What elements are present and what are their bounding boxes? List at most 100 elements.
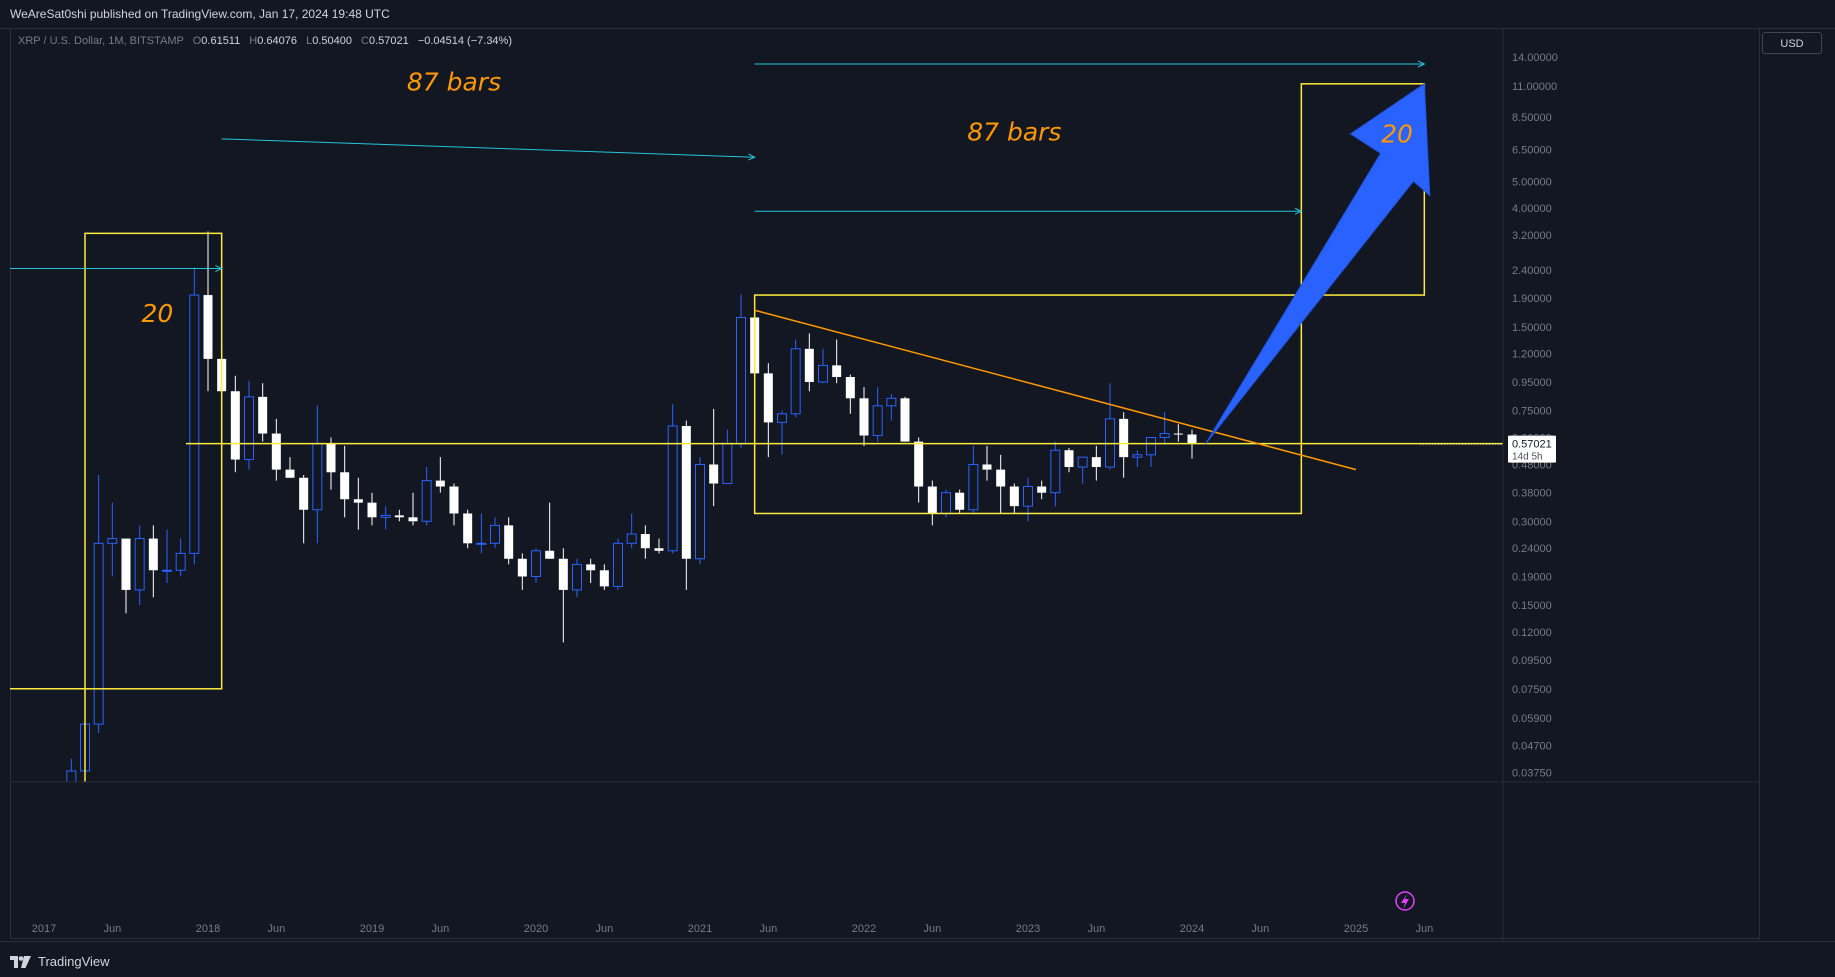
candle-body-up bbox=[872, 405, 883, 437]
candle-body-up bbox=[777, 413, 787, 423]
current-price-label-box bbox=[1508, 435, 1556, 463]
candle-body-down bbox=[640, 534, 650, 549]
price-tick-label: 4.00000 bbox=[1512, 203, 1552, 215]
time-tick-label: Jun bbox=[923, 923, 941, 935]
candle-body-down bbox=[545, 550, 555, 559]
price-tick-label: 0.38000 bbox=[1512, 488, 1552, 500]
price-tick-label: 14.00000 bbox=[1512, 52, 1558, 64]
change-value: −0.04514 (−7.34%) bbox=[417, 35, 512, 47]
candle-body-up bbox=[626, 533, 637, 544]
candle-body-up bbox=[421, 480, 432, 522]
price-tick-label: 6.50000 bbox=[1512, 145, 1552, 157]
currency-selector[interactable]: USD bbox=[1762, 32, 1822, 54]
time-tick-label: 2019 bbox=[360, 923, 384, 935]
close-value: 0.57021 bbox=[368, 35, 409, 47]
symbol-label[interactable]: XRP / U.S. Dollar, 1M, BITSTAMP bbox=[18, 35, 184, 47]
bar-count-arrow-upper-head bbox=[748, 153, 756, 161]
annotation-label: 20 bbox=[142, 299, 174, 328]
tradingview-brand[interactable]: TradingView bbox=[10, 954, 110, 969]
candle-body-up bbox=[886, 397, 897, 407]
time-tick-label: Jun bbox=[103, 923, 121, 935]
candle-body-down bbox=[504, 525, 514, 559]
projection-arrow bbox=[1205, 82, 1431, 444]
rectangle-2017-range bbox=[84, 232, 223, 690]
time-tick-label: 2025 bbox=[1344, 923, 1368, 935]
candle-body-up bbox=[1146, 437, 1156, 456]
time-tick-label: Jun bbox=[1087, 923, 1105, 935]
price-tick-label: 1.20000 bbox=[1512, 349, 1552, 361]
candle-body-up bbox=[572, 563, 582, 591]
price-tick-label: 8.50000 bbox=[1512, 112, 1552, 124]
time-tick-label: Jun bbox=[595, 923, 613, 935]
lightning-icon[interactable] bbox=[1395, 891, 1415, 911]
candle-body-down bbox=[148, 538, 158, 571]
candle-body-down bbox=[435, 480, 445, 487]
time-tick-label: Jun bbox=[267, 923, 285, 935]
candle-body-down bbox=[1187, 434, 1197, 444]
candle-body-up bbox=[722, 443, 733, 485]
price-tick-label: 0.05900 bbox=[1512, 713, 1552, 725]
time-tick-label: Jun bbox=[759, 923, 777, 935]
price-tick-label: 0.09500 bbox=[1512, 655, 1552, 667]
time-tick-label: 2024 bbox=[1180, 923, 1204, 935]
candle-body-up bbox=[1023, 486, 1033, 507]
annotation-label: 87 bars bbox=[967, 118, 1061, 147]
bar-countdown-label: 14d 5h bbox=[1512, 452, 1543, 463]
candle-body-up bbox=[667, 425, 678, 552]
price-tick-label: 1.50000 bbox=[1512, 322, 1552, 334]
bar-count-arrow-left-head bbox=[215, 264, 223, 272]
candle-body-up bbox=[1077, 456, 1088, 468]
candle-body-down bbox=[832, 365, 842, 377]
candle-body-down bbox=[955, 492, 965, 510]
candle-body-down bbox=[804, 348, 814, 382]
candle-body-down bbox=[1009, 486, 1019, 507]
candle-body-down bbox=[996, 469, 1006, 487]
candle-body-up bbox=[244, 396, 254, 461]
candle-body-down bbox=[353, 499, 363, 503]
candle-body-down bbox=[558, 558, 568, 590]
time-tick-label: 2023 bbox=[1016, 923, 1040, 935]
candle-body-down bbox=[271, 433, 281, 470]
price-tick-label: 3.20000 bbox=[1512, 230, 1552, 242]
bar-count-arrow-middle-head bbox=[1294, 207, 1303, 215]
candle-body-down bbox=[586, 564, 596, 571]
candle-body-up bbox=[189, 294, 200, 554]
candle-body-up bbox=[134, 538, 145, 591]
time-tick-label: 2022 bbox=[852, 923, 876, 935]
candle-body-down bbox=[599, 570, 609, 587]
price-tick-label: 2.40000 bbox=[1512, 265, 1552, 277]
open-value: 0.61511 bbox=[201, 35, 241, 47]
candle-body-down bbox=[900, 398, 910, 442]
candle-body-down bbox=[763, 373, 773, 423]
candle-body-up bbox=[736, 316, 746, 445]
time-tick-label: 2017 bbox=[32, 923, 56, 935]
low-value: 0.50400 bbox=[312, 35, 352, 47]
candle-body-down bbox=[394, 515, 404, 518]
candle-body-down bbox=[709, 464, 719, 484]
candle-body-down bbox=[1119, 418, 1129, 458]
candle-body-up bbox=[107, 538, 118, 544]
candle-body-up bbox=[941, 492, 951, 514]
candle-body-up bbox=[93, 542, 104, 725]
candle-body-up bbox=[818, 364, 828, 383]
lightning-bolt-icon bbox=[1401, 894, 1409, 909]
ohlc-legend: XRP / U.S. Dollar, 1M, BITSTAMP O0.61511… bbox=[18, 35, 512, 47]
candle-body-down bbox=[449, 486, 459, 514]
candle-body-down bbox=[258, 396, 268, 434]
price-tick-label: 11.00000 bbox=[1512, 81, 1557, 93]
descending-trendline bbox=[754, 309, 1357, 471]
high-label: H bbox=[249, 35, 258, 47]
candle-body-up bbox=[1050, 449, 1061, 494]
rectangle-2021-range bbox=[753, 294, 1303, 515]
candle-body-down bbox=[1091, 457, 1101, 468]
candle-body-down bbox=[203, 295, 213, 359]
candle-body-up bbox=[695, 463, 705, 560]
tradingview-logo-icon bbox=[10, 955, 31, 968]
time-tick-label: Jun bbox=[1251, 923, 1269, 935]
candle-body-up bbox=[531, 550, 541, 577]
candle-body-down bbox=[367, 502, 377, 518]
time-tick-label: Jun bbox=[1415, 923, 1433, 935]
candle-body-up bbox=[66, 770, 77, 782]
